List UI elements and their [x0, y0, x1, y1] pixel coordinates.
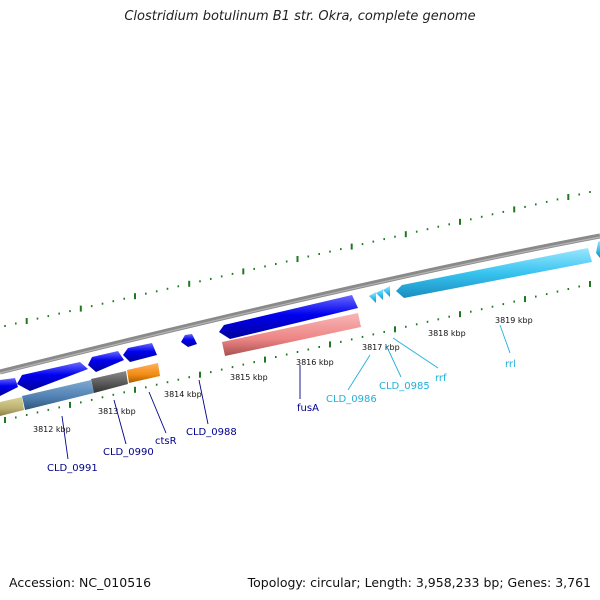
feature-khaki[interactable] — [0, 397, 24, 416]
cds-arrow[interactable] — [88, 351, 124, 372]
backbone — [0, 233, 600, 375]
kbp-label: 3817 kbp — [362, 343, 400, 352]
gene-label-CLD_0991[interactable]: CLD_0991 — [47, 463, 98, 474]
reverse-strand-features — [0, 313, 361, 416]
gene-label-rrf[interactable]: rrf — [435, 373, 447, 384]
cds-arrow[interactable] — [123, 343, 157, 362]
accession-text: Accession: NC_010516 — [9, 575, 152, 590]
rna-small-arrow[interactable] — [376, 289, 383, 300]
kbp-label: 3818 kbp — [428, 329, 466, 338]
map-title: Clostridium botulinum B1 str. Okra, comp… — [124, 9, 476, 24]
feature-grey[interactable] — [91, 371, 128, 393]
kbp-label: 3812 kbp — [33, 425, 71, 434]
rrl-arrow[interactable] — [396, 248, 592, 298]
rna-small-arrow[interactable] — [596, 241, 600, 258]
gene-label-CLD_0985[interactable]: CLD_0985 — [379, 381, 430, 392]
fusA-arrow[interactable] — [219, 295, 358, 339]
kbp-label: 3819 kbp — [495, 316, 533, 325]
cds-arrow[interactable] — [0, 378, 18, 396]
cds-arrow[interactable] — [17, 362, 88, 391]
kbp-label: 3816 kbp — [296, 358, 334, 367]
feature-orange[interactable] — [127, 363, 160, 383]
topology-text: Topology: circular; Length: 3,958,233 bp… — [247, 575, 591, 590]
gene-label-ctsR[interactable]: ctsR — [155, 436, 177, 447]
gene-label-CLD_0986[interactable]: CLD_0986 — [326, 394, 377, 405]
inner-tick-row — [4, 281, 591, 423]
rna-small-arrow[interactable] — [383, 286, 390, 297]
kbp-label: 3814 kbp — [164, 390, 202, 399]
cds-arrow[interactable] — [181, 334, 197, 347]
gene-label-CLD_0988[interactable]: CLD_0988 — [186, 427, 237, 438]
label-leader-lines — [61, 324, 511, 460]
gene-label-fusA[interactable]: fusA — [297, 403, 319, 414]
outer-tick-row — [4, 191, 591, 327]
gene-label-CLD_0990[interactable]: CLD_0990 — [103, 447, 154, 458]
forward-strand-features — [0, 241, 600, 396]
kbp-label: 3815 kbp — [230, 373, 268, 382]
feature-pink[interactable] — [222, 313, 361, 356]
gene-label-rrl[interactable]: rrl — [505, 359, 516, 370]
feature-steel[interactable] — [22, 380, 94, 410]
rna-small-arrow[interactable] — [369, 292, 376, 303]
